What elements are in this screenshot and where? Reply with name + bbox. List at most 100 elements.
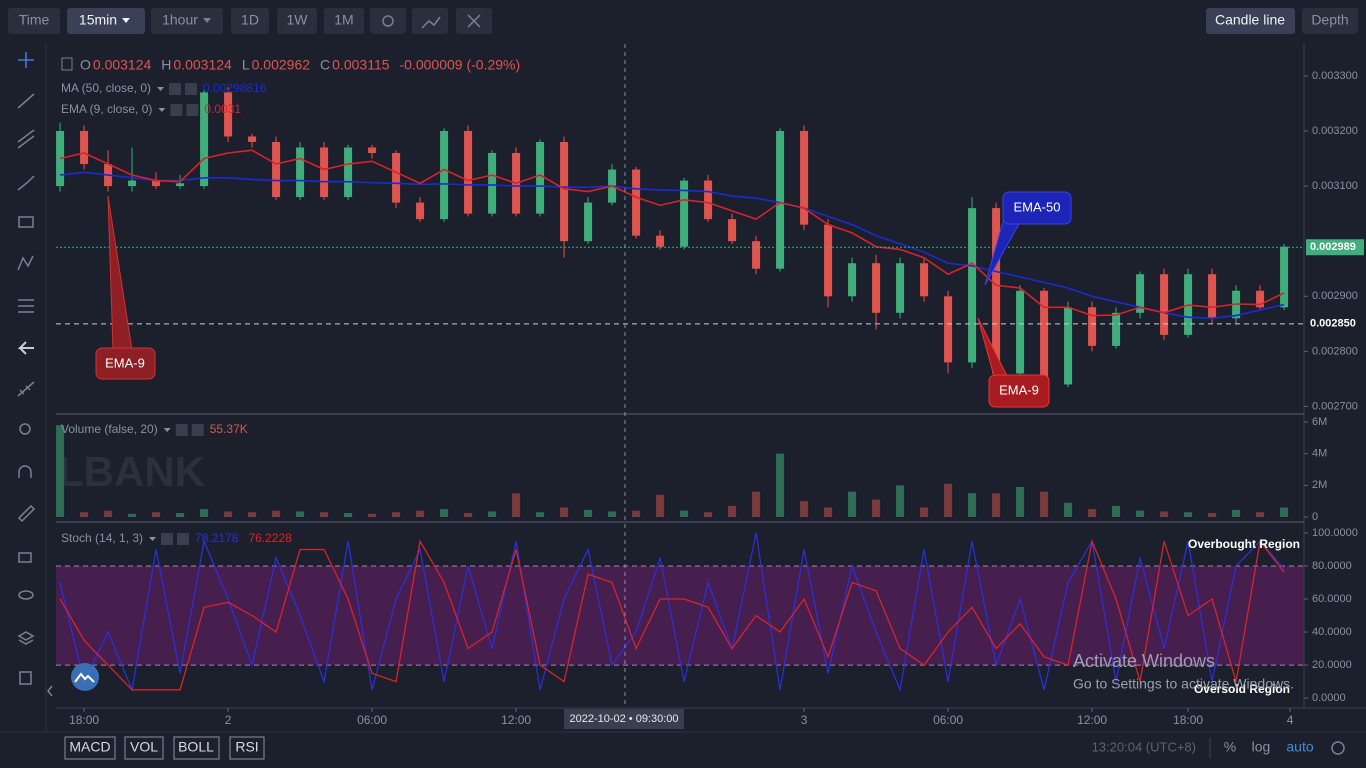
indicator-legend: Stoch (14, 1, 3) [61, 531, 143, 545]
volume-bar [296, 511, 305, 517]
indicator-chip[interactable] [124, 736, 164, 760]
indicator-chip-label: BOLL [178, 739, 214, 755]
indicator-chip[interactable] [64, 736, 116, 760]
x-tick-label: 06:00 [357, 713, 387, 727]
crosshair-tool[interactable] [18, 52, 34, 68]
line-tool[interactable] [17, 93, 35, 109]
y-tick-label: 4M [1312, 448, 1327, 460]
candle-body [80, 130, 89, 165]
x-tick-label: 12:00 [1077, 713, 1107, 727]
channel-tool[interactable] [17, 129, 35, 149]
ruler-tool[interactable] [17, 381, 35, 397]
volume-bar [632, 510, 641, 517]
y-tick-label: 80.0000 [1312, 560, 1352, 572]
volume-bar [608, 511, 617, 517]
magnet-tool[interactable] [18, 465, 32, 478]
callout [95, 347, 156, 380]
volume-bar [1184, 512, 1193, 517]
x-tick-label: 06:00 [933, 713, 963, 727]
indicator-value: 0.0031 [204, 102, 241, 116]
scale-option[interactable]: % [1224, 739, 1236, 755]
candle-body [320, 147, 329, 198]
volume-bar [1040, 491, 1049, 517]
volume-bar [1160, 511, 1169, 517]
ohlc-key: O [80, 57, 91, 73]
volume-bar [152, 512, 161, 517]
indicator-legend: Volume (false, 20) [61, 422, 158, 436]
candle-body [1160, 274, 1169, 335]
volume-bar [920, 507, 929, 517]
candle-body [368, 147, 377, 154]
y-tick-label: 0.002800 [1312, 345, 1358, 357]
settings-button[interactable] [370, 8, 406, 34]
interval-button[interactable] [151, 8, 223, 34]
candle-body [632, 169, 641, 236]
candle-body [224, 92, 233, 137]
ohlc-value: 0.002962 [252, 57, 311, 73]
candle-body [896, 263, 905, 313]
draw-mode-tool[interactable] [17, 504, 36, 523]
y-tick-label: 0.003300 [1312, 70, 1358, 82]
candle-body [584, 202, 593, 242]
volume-bar [800, 501, 809, 517]
legend-settings [169, 83, 182, 95]
toolbar: Time 15min 1hour 1D 1W 1M Candle line De… [8, 8, 1358, 34]
visibility-tool[interactable] [18, 590, 34, 600]
callout-text: EMA-50 [1014, 199, 1061, 214]
dropdown-caret [157, 87, 165, 91]
candle-body [488, 153, 497, 214]
y-tick-label: 40.0000 [1312, 626, 1352, 638]
y-tick-label: 6M [1312, 416, 1327, 428]
lock-tool[interactable] [18, 552, 32, 563]
candle-body [1112, 312, 1121, 346]
interval-label: 1W [287, 12, 309, 28]
dropdown-caret [203, 18, 211, 23]
pen-tool[interactable] [17, 175, 35, 191]
dropdown-caret [122, 18, 130, 23]
interval-button[interactable] [8, 8, 60, 34]
sidebar [17, 52, 99, 697]
volume-bar [968, 493, 977, 517]
interval-button[interactable] [67, 8, 145, 34]
scale-option[interactable]: log [1252, 739, 1271, 755]
volume-bar [1280, 507, 1289, 517]
indicator-legend: EMA (9, close, 0) [61, 102, 152, 116]
volume-bar [992, 493, 1001, 517]
volume-bar [176, 513, 185, 517]
scale-option[interactable]: auto [1286, 739, 1313, 755]
collapse-icon[interactable] [61, 57, 73, 71]
candle-body [824, 224, 833, 297]
pattern-tool[interactable] [17, 255, 34, 271]
candle-body [536, 141, 545, 214]
interval-button[interactable] [324, 8, 364, 34]
interval-button[interactable] [277, 8, 317, 34]
interval-label: 1M [334, 12, 353, 28]
callout-text: EMA-9 [999, 382, 1039, 397]
candle-body [800, 130, 809, 225]
candle-body [272, 141, 281, 198]
settings-icon[interactable] [1331, 741, 1345, 755]
volume-bar [320, 512, 329, 517]
zoom-tool[interactable] [19, 423, 31, 435]
volume-bar [896, 485, 905, 517]
indicator-chip[interactable] [173, 736, 220, 760]
y-tick-label: 100.0000 [1312, 527, 1358, 539]
interval-label: 15min [79, 12, 117, 28]
fib-tool[interactable] [18, 299, 34, 313]
layers-tool[interactable] [17, 631, 35, 645]
logo-badge[interactable] [71, 663, 99, 691]
volume-bar [824, 507, 833, 517]
back-tool[interactable] [17, 341, 34, 355]
stoch-line [59, 532, 1285, 693]
text-tool[interactable] [18, 216, 34, 228]
candle-body [560, 141, 569, 242]
volume-bar [272, 510, 281, 517]
view-button[interactable] [1302, 8, 1358, 34]
interval-button[interactable] [231, 8, 269, 34]
indicator-chip[interactable] [229, 736, 265, 760]
delete-tool[interactable] [19, 671, 32, 685]
view-button[interactable] [1206, 8, 1295, 34]
indicator-value: 76.2228 [248, 531, 292, 545]
collapse-sidebar[interactable] [47, 685, 53, 697]
volume-bar [728, 505, 737, 517]
